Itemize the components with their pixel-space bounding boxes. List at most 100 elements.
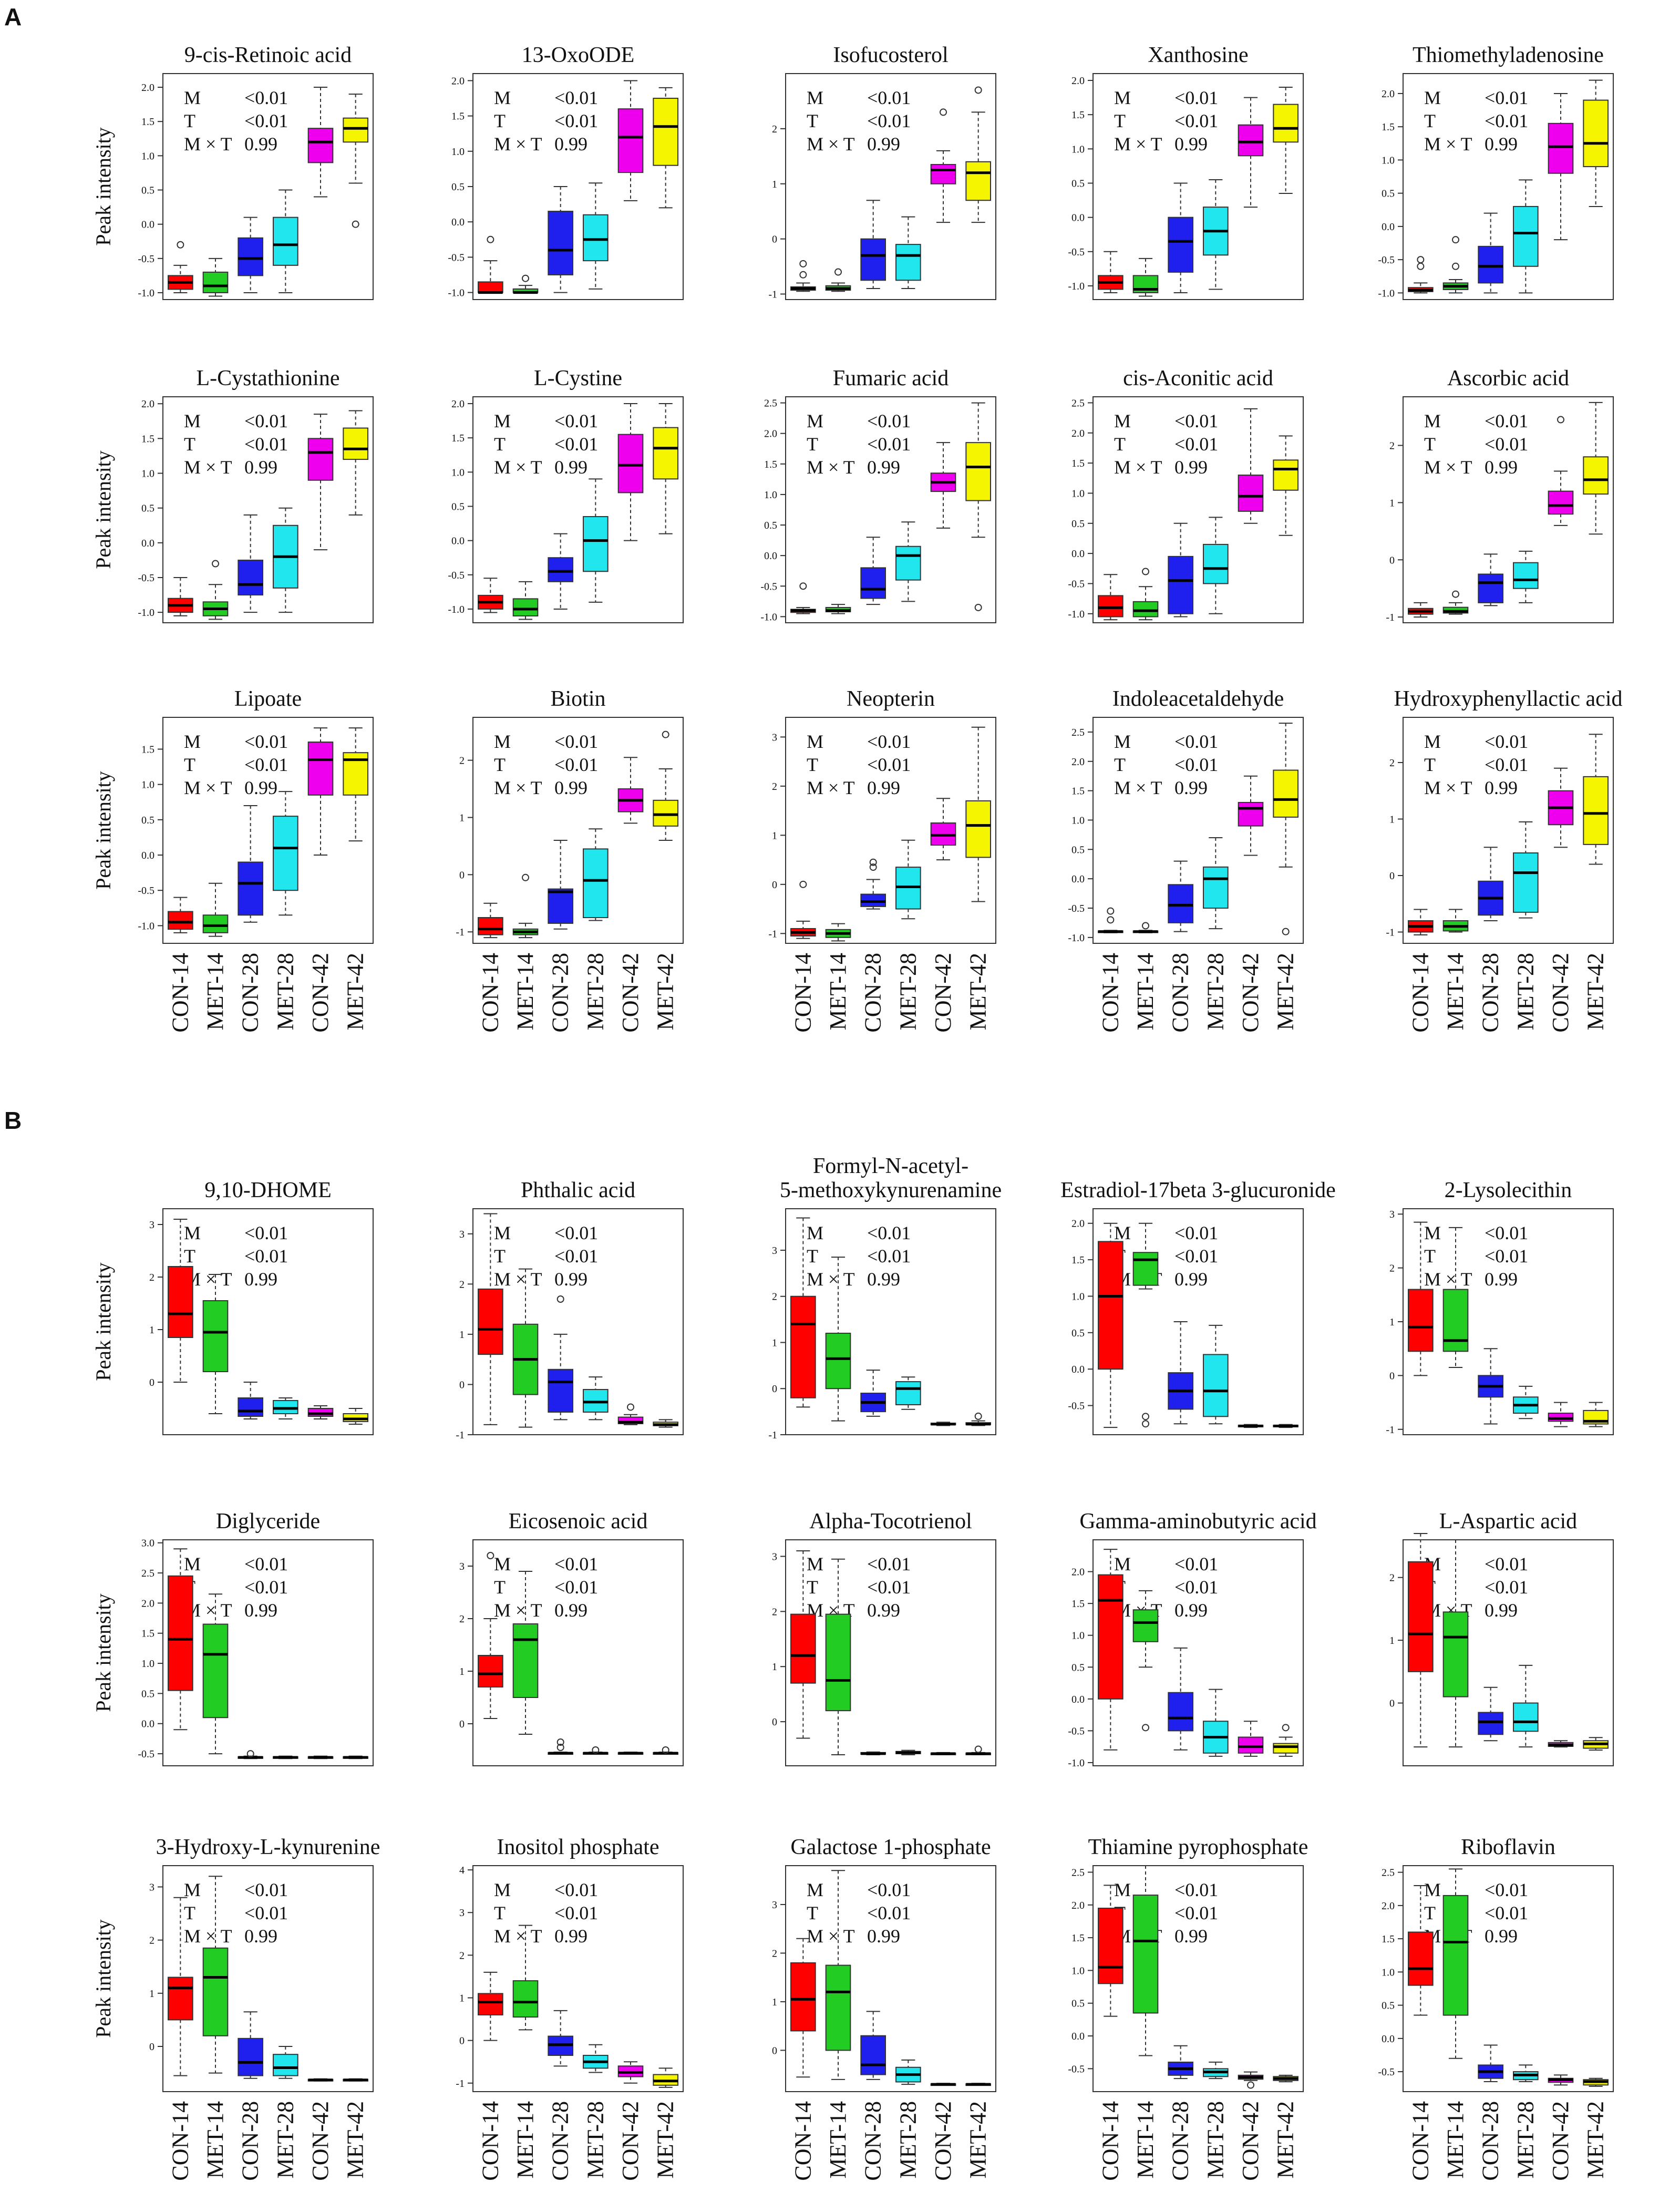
y-tick-label: 2 [149, 1935, 154, 1947]
box-con-28 [1478, 245, 1503, 284]
box-met-28 [895, 546, 921, 581]
stat-mxt-label: M × T [1424, 133, 1472, 155]
stat-t-value: <0.01 [1174, 754, 1218, 775]
box-con-42 [307, 742, 334, 796]
y-tick-label: 0.0 [1382, 221, 1395, 233]
boxplot-isofucosterol: Isofucosterol -1 0 1 2 M <0.01 T <0.01 M × T 0.99 [768, 43, 996, 301]
plot-frame [785, 1208, 996, 1435]
y-tick-label: 1.0 [1071, 815, 1085, 826]
stat-t-label: T [1424, 1246, 1436, 1267]
y-tick-label: -1.0 [448, 604, 465, 615]
stat-m-label: M [184, 1553, 201, 1574]
outlier-point [974, 603, 982, 611]
y-tick-label: 0.0 [1071, 212, 1085, 224]
box-con-14 [1408, 1289, 1434, 1352]
y-tick-label: 2 [459, 1950, 465, 1961]
stat-m-label: M [1424, 87, 1441, 108]
box-met-42 [965, 442, 992, 501]
stat-t-value: <0.01 [554, 754, 598, 775]
outlier-point [662, 1746, 669, 1754]
chart-title: 9,10-DHOME [204, 1178, 331, 1202]
box-con-14 [790, 1295, 816, 1398]
boxplot-l-aspartic-acid: L-Aspartic acid012M<0.01T<0.01M × T0.99 [1389, 1509, 1614, 1766]
box-met-42 [1273, 104, 1298, 143]
stat-mxt-value: 0.99 [554, 777, 588, 798]
stat-t-label: T [1114, 754, 1126, 775]
y-tick-label: 0 [459, 1718, 465, 1730]
boxplot-9-10-dhome: 9,10-DHOME 0 1 2 3 Peak intensity M <0.01 T <0.01… [91, 1178, 374, 1435]
stat-mxt-label: M × T [1424, 777, 1472, 798]
y-tick-label: -0.5 [448, 252, 465, 263]
y-tick-label: -1.0 [1068, 1757, 1085, 1769]
y-tick-label: 2.0 [141, 82, 154, 94]
outlier-point [869, 863, 877, 871]
stat-t-label: T [494, 754, 506, 775]
chart-title: Diglyceride [216, 1509, 320, 1534]
plot-frame [162, 396, 374, 623]
box-con-14 [1098, 1574, 1124, 1700]
box-con-28 [238, 1397, 264, 1417]
stat-mxt-label: M × T [807, 457, 855, 478]
box-con-14 [478, 1655, 503, 1687]
y-tick-label: 3 [459, 1561, 465, 1572]
y-tick-label: 1.0 [1071, 143, 1085, 155]
y-tick-label: 1.0 [1071, 1291, 1085, 1302]
x-tick-label-con-28: CON-28 [548, 953, 573, 1033]
stat-t-value: <0.01 [1485, 434, 1528, 455]
y-tick-label: 0.5 [141, 503, 154, 514]
outlier-point [246, 1750, 254, 1758]
stat-t-value: <0.01 [1174, 1577, 1218, 1598]
outlier-point [352, 220, 359, 228]
plot-frame [472, 396, 684, 623]
stat-t-value: <0.01 [867, 434, 911, 455]
box-met-14 [202, 1623, 229, 1718]
stat-mxt-label: M × T [494, 133, 542, 155]
y-tick-label: 0.0 [764, 550, 777, 562]
x-tick-label-con-42: CON-42 [1238, 2101, 1263, 2181]
chart-title: 2-Lysolecithin [1445, 1178, 1572, 1202]
boxplot-3-hydroxy-l-kynurenine: 3-Hydroxy-L-kynurenine 0 1 2 3 Peak intensity… [91, 1835, 380, 2181]
chart-title: Xanthosine [1148, 43, 1248, 67]
box-met-42 [1583, 776, 1609, 845]
box-met-28 [1513, 1702, 1539, 1732]
box-con-14 [1098, 1241, 1124, 1370]
plot-frame [162, 1208, 374, 1435]
plot-frame [1403, 717, 1614, 944]
box-met-14 [202, 271, 229, 293]
stat-m-value: <0.01 [1174, 731, 1218, 752]
y-tick-label: 1 [1389, 1635, 1395, 1646]
boxplot-galactose-1-phosphate: Galactose 1-phosphate 0 1 2 3 M <0.01 T <0.01 M ×… [772, 1835, 996, 2181]
stat-mxt-label: M × T [807, 1926, 855, 1947]
plot-frame [1092, 1539, 1304, 1766]
stat-m-label: M [184, 731, 201, 752]
stat-mxt-label: M × T [184, 777, 232, 798]
box-con-42 [307, 128, 334, 163]
stat-t-value: <0.01 [554, 110, 598, 131]
x-tick-label-met-14: MET-14 [1442, 953, 1468, 1031]
box-met-14 [202, 1300, 229, 1372]
y-tick-label: 2 [772, 781, 777, 793]
stat-t-label: T [807, 434, 818, 455]
box-met-14 [1442, 1895, 1469, 2016]
box-met-28 [1513, 562, 1539, 589]
y-tick-label: 1.5 [1382, 121, 1395, 133]
stat-m-value: <0.01 [1485, 1879, 1528, 1900]
stat-t-value: <0.01 [867, 1246, 911, 1267]
boxplot-diglyceride: Diglyceride -0.5 0.0 0.5 1.0 1.5 2.0 2.5 3.0 Peak… [91, 1509, 374, 1766]
stat-mxt-label: M × T [184, 133, 232, 155]
x-tick-label-con-14: CON-14 [1097, 2101, 1123, 2181]
stat-t-label: T [494, 110, 506, 131]
box-met-14 [825, 1332, 851, 1390]
stat-mxt-label: M × T [807, 133, 855, 155]
boxplot-fumaric-acid: Fumaric acid -1.0 -0.5 0.0 0.5 1.0 1.5 2.0 2.5 M <… [760, 366, 996, 623]
plot-frame [472, 1208, 684, 1435]
stat-mxt-value: 0.99 [867, 777, 900, 798]
y-tick-label: 4 [459, 1865, 465, 1876]
y-tick-label: -1.0 [1068, 281, 1085, 292]
box-met-14 [202, 914, 229, 933]
y-tick-label: -1 [768, 928, 777, 940]
y-tick-label: 0 [459, 869, 465, 881]
box-met-42 [343, 117, 368, 143]
y-tick-label: -0.5 [1068, 578, 1085, 590]
